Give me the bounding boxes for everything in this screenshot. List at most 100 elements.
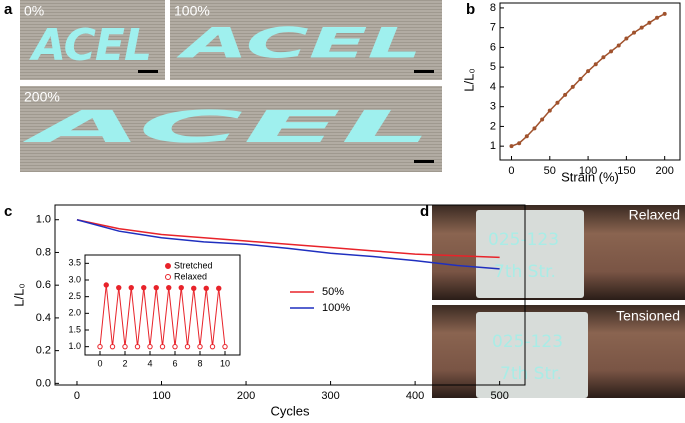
marker <box>191 285 197 292</box>
marker <box>532 126 537 131</box>
strain-label: 100% <box>174 3 210 19</box>
patch-text: 7th Str. <box>500 364 562 384</box>
y-tick-label: 2.5 <box>68 291 81 301</box>
panel-label: a <box>4 1 13 18</box>
marker <box>172 343 178 350</box>
strain-label: 0% <box>24 3 44 19</box>
photo <box>20 86 442 172</box>
marker <box>586 69 591 74</box>
x-tick-label: 100 <box>579 165 597 177</box>
marker <box>147 343 153 350</box>
marker <box>216 285 222 292</box>
x-tick-label: 0 <box>508 165 514 177</box>
panel-label: c <box>4 203 12 220</box>
y-tick-label: 6 <box>490 41 496 53</box>
zigzag-segment <box>118 287 126 347</box>
zigzag-segment <box>162 287 170 347</box>
y-tick-label: 4 <box>490 81 496 93</box>
zigzag-segment <box>124 287 132 347</box>
marker <box>624 36 629 41</box>
acel-text: ACEL <box>22 102 432 153</box>
marker <box>540 117 545 122</box>
marker <box>116 284 122 291</box>
plot-frame <box>84 254 241 356</box>
x-tick-label: 0 <box>97 358 102 368</box>
x-tick-label: 400 <box>406 390 424 402</box>
marker <box>141 284 147 291</box>
zigzag-segment <box>199 288 207 347</box>
legend-label: 50% <box>322 286 344 298</box>
marker <box>184 343 191 350</box>
zigzag-segment <box>193 288 201 347</box>
patch-text: 025-123 <box>492 332 563 352</box>
zigzag-segment <box>180 287 188 347</box>
y-tick-label: 7 <box>490 22 496 34</box>
marker <box>109 343 116 350</box>
marker <box>134 343 141 350</box>
patch <box>476 210 584 298</box>
state-label: Tensioned <box>616 308 680 324</box>
marker <box>555 100 560 105</box>
y-tick-label: 2 <box>490 120 496 132</box>
legend-swatch <box>165 263 171 269</box>
x-axis-label: Cycles <box>270 403 310 418</box>
legend-label: Relaxed <box>174 271 207 281</box>
y-tick-label: 1 <box>490 140 496 152</box>
marker <box>563 92 568 97</box>
photo <box>20 0 165 80</box>
plot-frame <box>499 2 681 161</box>
marker <box>197 343 203 350</box>
photo <box>170 0 442 80</box>
x-tick-label: 10 <box>220 358 230 368</box>
y-tick-label: 3.0 <box>68 274 81 284</box>
zigzag-segment <box>143 287 151 347</box>
scale-bar <box>414 160 434 163</box>
legend-swatch <box>165 274 171 280</box>
panel-a: 0% 100% 200% ACEL ACEL ACEL <box>20 0 442 172</box>
marker <box>222 343 228 350</box>
zigzag-segment <box>155 287 163 347</box>
y-axis-label: L/L₀ <box>461 68 476 91</box>
marker <box>178 284 184 291</box>
scale-bar <box>414 70 434 73</box>
zigzag-segment <box>218 288 226 347</box>
marker <box>578 77 583 82</box>
y-tick-label: 3.5 <box>68 258 81 268</box>
marker <box>209 343 216 350</box>
x-tick-label: 300 <box>321 390 339 402</box>
state-label: Relaxed <box>629 207 680 223</box>
line <box>76 218 500 259</box>
y-tick-label: 1.5 <box>68 324 81 334</box>
marker <box>203 285 209 292</box>
scale-bar <box>138 70 158 73</box>
marker <box>153 284 159 291</box>
y-axis-label: L/L₀ <box>11 283 26 306</box>
marker <box>122 343 128 350</box>
y-tick-label: 2.0 <box>68 308 81 318</box>
marker <box>632 30 637 35</box>
zigzag-segment <box>99 284 107 347</box>
marker <box>570 84 575 89</box>
marker <box>517 141 522 146</box>
acel-text: ACEL <box>29 20 152 71</box>
x-tick-label: 8 <box>197 358 202 368</box>
patch <box>476 312 588 398</box>
zigzag-segment <box>149 287 157 347</box>
x-tick-label: 150 <box>617 165 635 177</box>
x-tick-label: 4 <box>147 358 152 368</box>
zigzag-segment <box>130 287 138 347</box>
x-tick-label: 200 <box>237 390 255 402</box>
marker <box>97 343 103 350</box>
marker <box>593 62 598 67</box>
y-tick-label: 3 <box>490 101 496 113</box>
panel-label: d <box>420 203 429 220</box>
zigzag-segment <box>137 287 145 347</box>
marker <box>655 15 660 20</box>
y-tick-label: 0.8 <box>36 246 51 258</box>
y-tick-label: 1.0 <box>68 341 81 351</box>
x-tick-label: 100 <box>152 390 170 402</box>
acel-text: ACEL <box>176 19 422 68</box>
patch-text: 025-123 <box>488 230 559 250</box>
marker <box>639 25 644 30</box>
